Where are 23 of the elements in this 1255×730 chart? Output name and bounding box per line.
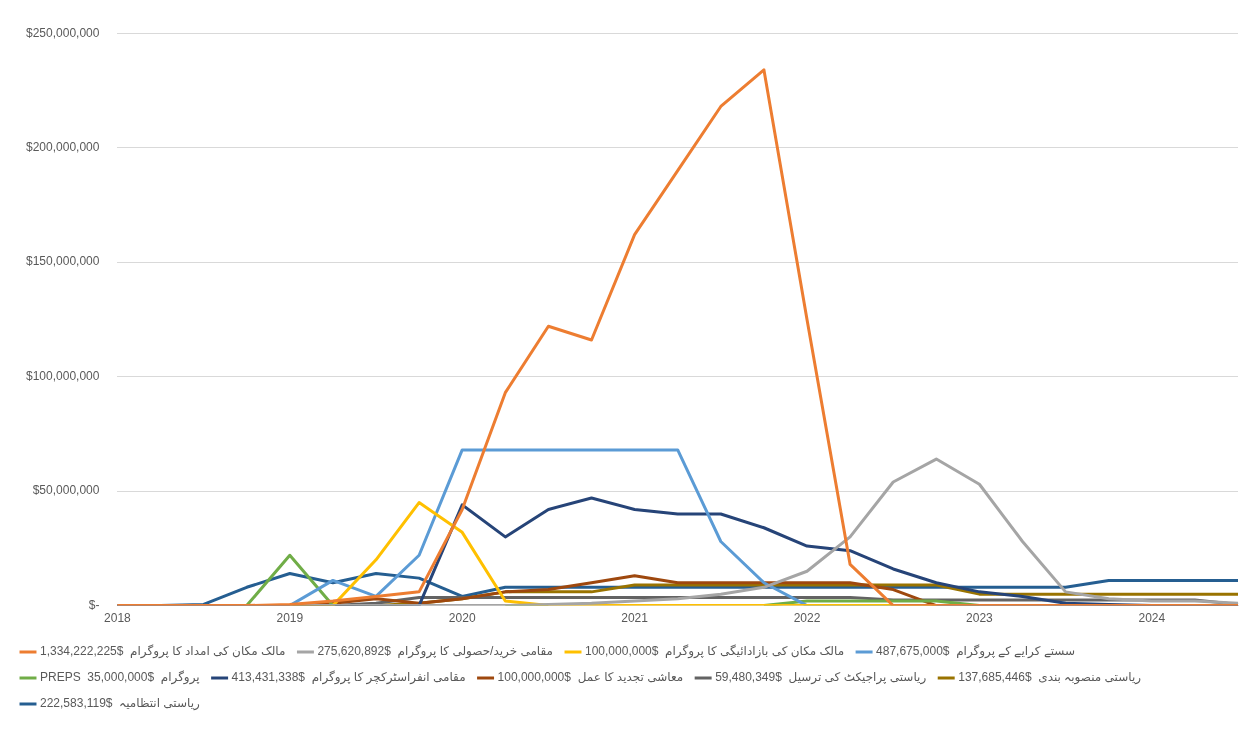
legend-label: 222,583,119$ ریاستی انتظامیہ [40,696,201,712]
legend-label: PREPS 35,000,000$ پروگرام [40,670,200,686]
legend-label: 487,675,000$ سستے کرایے کے پروگرام [876,644,1076,660]
y-tick-label: $200,000,000 [26,139,100,154]
legend-label: 275,620,892$ مقامی خرید/حصولی کا پروگرام [317,644,554,660]
y-tick-label: $50,000,000 [32,483,100,498]
x-tick-label: 2023 [966,611,994,626]
y-tick-label: $250,000,000 [26,25,100,40]
x-tick-label: 2018 [104,611,132,626]
legend-label: 137,685,446$ ریاستی منصوبہ بندی [958,670,1142,686]
x-tick-label: 2024 [1138,611,1166,626]
legend-label: 100,000,000$ مالک مکان کی بازادائیگی کا پروگرام [585,644,845,660]
y-tick-label: $150,000,000 [26,254,100,269]
x-tick-label: 2021 [621,611,649,626]
legend-label: 413,431,338$ مقامی انفراسٹرکچر کا پروگرام [231,670,466,686]
x-tick-label: 2022 [793,611,821,626]
legend-label: 100,000,000$ معاشی تجدید کا عمل [497,670,684,685]
y-tick-label: $- [88,597,100,612]
legend-label: 59,480,349$ ریاستی پراجیکٹ کی ترسیل [715,670,927,686]
x-tick-label: 2020 [448,611,476,626]
legend-label: 1,334,222,225$ مالک مکان کی امداد کا پروگرام [40,644,286,660]
x-tick-label: 2019 [276,611,304,626]
y-tick-label: $100,000,000 [26,368,100,383]
